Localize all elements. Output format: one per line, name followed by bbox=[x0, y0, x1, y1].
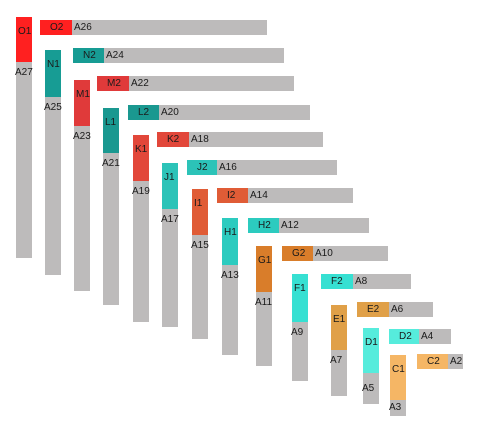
horizontal-bar-m-colored bbox=[97, 76, 129, 91]
horizontal-bar-j-colored bbox=[187, 160, 217, 175]
vertical-bar-c-colored bbox=[390, 355, 406, 400]
horizontal-bar-d-gray bbox=[419, 329, 451, 344]
horizontal-bar-g-gray bbox=[313, 246, 388, 261]
horizontal-bar-c-gray bbox=[448, 354, 463, 369]
horizontal-bar-k-gray bbox=[189, 132, 323, 147]
vertical-bar-e-gray bbox=[331, 350, 347, 396]
vertical-bar-d-colored bbox=[363, 328, 379, 373]
horizontal-bar-i-gray bbox=[248, 188, 353, 203]
horizontal-bar-e-gray bbox=[389, 302, 433, 317]
vertical-bar-g-colored bbox=[256, 246, 272, 292]
horizontal-bar-d-colored bbox=[389, 329, 419, 344]
vertical-bar-h-gray bbox=[222, 265, 238, 355]
horizontal-bar-h-gray bbox=[279, 218, 369, 233]
horizontal-bar-l-gray bbox=[159, 105, 310, 120]
vertical-bar-d-gray bbox=[363, 373, 379, 404]
vertical-bar-e-colored bbox=[331, 305, 347, 350]
vertical-bar-g-gray bbox=[256, 292, 272, 366]
vertical-bar-c-gray bbox=[390, 400, 406, 416]
horizontal-bar-o-gray bbox=[72, 20, 267, 35]
horizontal-bar-h-colored bbox=[248, 218, 279, 233]
vertical-bar-m-gray bbox=[74, 126, 90, 291]
vertical-bar-j-colored bbox=[162, 163, 178, 209]
horizontal-bar-l-colored bbox=[128, 105, 159, 120]
horizontal-bar-e-colored bbox=[357, 302, 389, 317]
vertical-bar-i-colored bbox=[192, 189, 208, 235]
horizontal-bar-n-colored bbox=[73, 48, 104, 63]
vertical-bar-o-colored bbox=[16, 17, 32, 62]
horizontal-bar-f-colored bbox=[321, 274, 353, 289]
vertical-bar-l-gray bbox=[103, 153, 119, 305]
horizontal-bar-j-gray bbox=[217, 160, 337, 175]
horizontal-bar-i-colored bbox=[217, 188, 248, 203]
horizontal-bar-n-gray bbox=[104, 48, 284, 63]
horizontal-bar-k-colored bbox=[157, 132, 189, 147]
vertical-bar-m-colored bbox=[74, 80, 90, 126]
horizontal-bar-m-gray bbox=[129, 76, 294, 91]
vertical-bar-k-colored bbox=[133, 135, 149, 181]
vertical-bar-n-colored bbox=[45, 50, 61, 97]
vertical-bar-f-colored bbox=[292, 274, 308, 322]
horizontal-bar-c-colored bbox=[417, 354, 448, 369]
vertical-bar-i-gray bbox=[192, 235, 208, 339]
horizontal-bar-f-gray bbox=[353, 274, 411, 289]
vertical-bar-n-gray bbox=[45, 97, 61, 275]
horizontal-bar-g-colored bbox=[282, 246, 313, 261]
vertical-bar-h-colored bbox=[222, 218, 238, 265]
vertical-bar-l-colored bbox=[103, 108, 119, 153]
vertical-bar-k-gray bbox=[133, 181, 149, 322]
vertical-bar-j-gray bbox=[162, 209, 178, 327]
horizontal-bar-o-colored bbox=[40, 20, 72, 35]
vertical-bar-f-gray bbox=[292, 322, 308, 381]
vertical-bar-o-gray bbox=[16, 62, 32, 258]
